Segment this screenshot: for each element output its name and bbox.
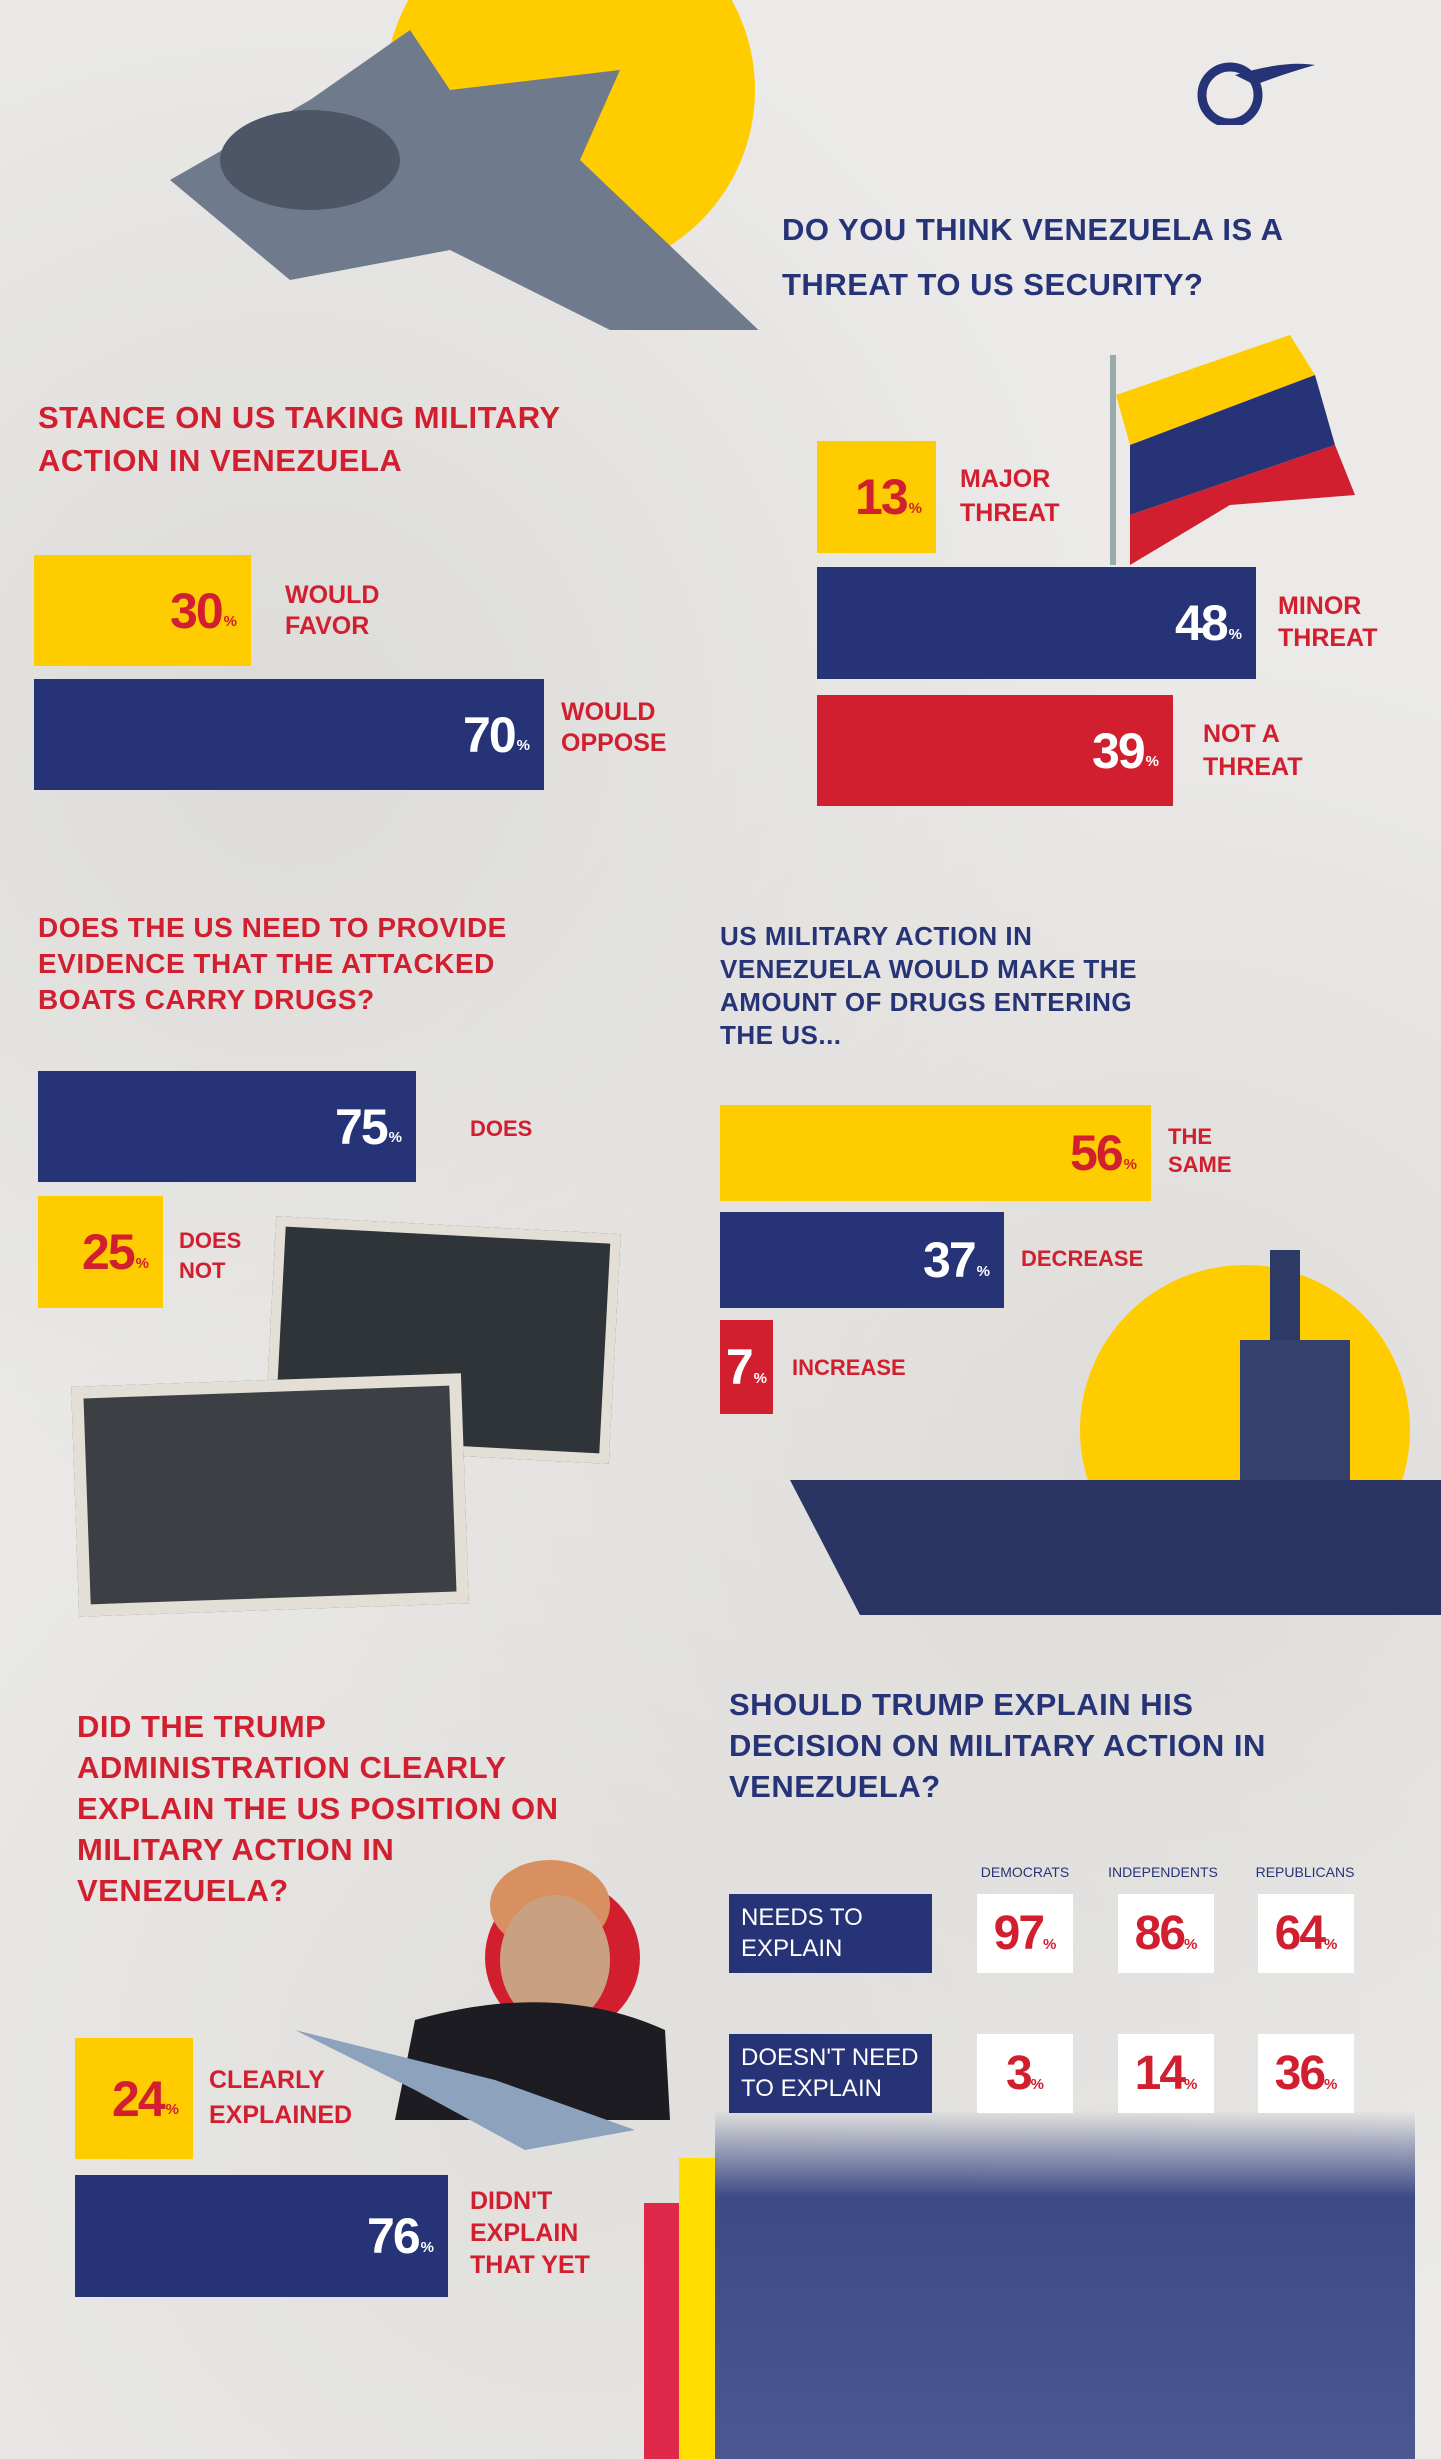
column-header-independents: INDEPENDENTS — [1108, 1864, 1218, 1880]
label-didnt-explain: DIDN'T EXPLAIN THAT YET — [470, 2187, 590, 2279]
cell-democrats-doesnt: 3% — [977, 2034, 1073, 2113]
percent-sign: % — [388, 1129, 402, 1146]
bar-value: 25 — [82, 1224, 136, 1280]
bar-didnt-explain: 76% — [75, 2175, 448, 2297]
row-label-needs-to-explain: NEEDS TO EXPLAIN — [729, 1894, 932, 1973]
fighter-jet-image — [150, 30, 790, 360]
percent-sign: % — [516, 737, 530, 754]
bar-value: 7 — [725, 1339, 754, 1395]
cell-value: 64 — [1274, 1907, 1326, 1960]
label-minor-threat: MINOR THREAT — [1278, 592, 1378, 652]
cell-independents-doesnt: 14% — [1118, 2034, 1214, 2113]
cell-value: 14 — [1134, 2047, 1186, 2100]
percent-sign: % — [1145, 753, 1159, 770]
yellow-stripe-decoration — [679, 2158, 715, 2459]
bar-decrease: 37% — [720, 1212, 1004, 1308]
label-would-oppose: WOULD OPPOSE — [561, 698, 667, 757]
bar-value: 48 — [1175, 595, 1229, 651]
column-header-democrats: DEMOCRATS — [980, 1864, 1070, 1880]
bar-does-not: 25% — [38, 1196, 163, 1308]
cell-value: 97 — [993, 1907, 1045, 1960]
percent-sign: % — [165, 2101, 179, 2118]
bar-value: 24 — [112, 2070, 166, 2127]
bar-value: 37 — [923, 1232, 977, 1288]
threat-title: DO YOU THINK VENEZUELA IS A THREAT TO US… — [782, 212, 1283, 302]
soldiers-photo — [715, 2110, 1415, 2459]
bar-minor-threat: 48% — [817, 567, 1256, 679]
bar-would-favor: 30% — [34, 555, 251, 666]
bar-value: 70 — [463, 706, 517, 763]
cell-value: 3 — [1005, 2047, 1033, 2100]
venezuela-flag-image — [1110, 335, 1360, 565]
label-not-a-threat: NOT A THREAT — [1203, 720, 1303, 781]
percent-sign: % — [1228, 625, 1242, 643]
label-does-not: DOES NOT — [179, 1228, 242, 1283]
bar-increase: 7% — [720, 1320, 773, 1414]
bar-would-oppose: 70% — [34, 679, 544, 790]
al-mayadeen-logo-icon — [1195, 55, 1315, 128]
boat-photo-2 — [71, 1373, 469, 1617]
cell-republicans-doesnt: 36% — [1258, 2034, 1354, 2113]
should-explain-title: SHOULD TRUMP EXPLAIN HIS DECISION ON MIL… — [729, 1687, 1266, 1804]
cell-democrats-needs: 97% — [977, 1894, 1073, 1973]
percent-sign: % — [135, 1254, 149, 1272]
row-label-doesnt-need: DOESN'T NEED TO EXPLAIN — [729, 2034, 932, 2113]
bar-clearly-explained: 24% — [75, 2038, 193, 2159]
label-clearly-explained: CLEARLY EXPLAINED — [209, 2066, 353, 2129]
cell-value: 36 — [1274, 2047, 1326, 2100]
explained-title: DID THE TRUMP ADMINISTRATION CLEARLY EXP… — [77, 1709, 559, 1908]
bar-does: 75% — [38, 1071, 416, 1182]
label-increase: INCREASE — [792, 1355, 906, 1380]
bar-value: 75 — [335, 1098, 389, 1155]
bar-value: 13 — [855, 469, 909, 525]
bar-not-a-threat: 39% — [817, 695, 1173, 806]
fighter-jet-small-image — [295, 1980, 655, 2150]
cell-republicans-needs: 64% — [1258, 1894, 1354, 1973]
label-the-same: THE SAME — [1168, 1124, 1232, 1177]
column-header-republicans: REPUBLICANS — [1255, 1864, 1355, 1880]
bar-value: 39 — [1092, 722, 1146, 779]
percent-sign: % — [976, 1262, 990, 1280]
percent-sign: % — [1123, 1155, 1137, 1173]
aircraft-carrier-image — [790, 1250, 1441, 1615]
bar-the-same: 56% — [720, 1105, 1151, 1201]
evidence-title: DOES THE US NEED TO PROVIDE EVIDENCE THA… — [38, 912, 507, 1015]
percent-sign: % — [1043, 1936, 1057, 1953]
label-does: DOES — [470, 1116, 533, 1141]
label-decrease: DECREASE — [1021, 1246, 1144, 1271]
drugs-title: US MILITARY ACTION IN VENEZUELA WOULD MA… — [720, 921, 1137, 1050]
percent-sign: % — [420, 2238, 434, 2256]
percent-sign: % — [1184, 1936, 1198, 1953]
percent-sign: % — [223, 613, 237, 630]
bar-major-threat: 13% — [817, 441, 936, 553]
bar-value: 56 — [1070, 1125, 1124, 1181]
percent-sign: % — [1184, 2076, 1198, 2093]
bar-value: 30 — [170, 582, 224, 639]
military-stance-title: STANCE ON US TAKING MILITARY ACTION IN V… — [38, 400, 561, 478]
cell-independents-needs: 86% — [1118, 1894, 1214, 1973]
percent-sign: % — [753, 1369, 767, 1387]
bar-value: 76 — [367, 2208, 421, 2264]
percent-sign: % — [1030, 2076, 1045, 2093]
label-would-favor: WOULD FAVOR — [285, 581, 380, 640]
percent-sign: % — [1324, 1936, 1338, 1953]
label-major-threat: MAJOR THREAT — [960, 465, 1060, 527]
red-stripe-decoration — [644, 2203, 680, 2459]
cell-value: 86 — [1134, 1907, 1186, 1960]
percent-sign: % — [1324, 2076, 1338, 2093]
percent-sign: % — [908, 499, 922, 517]
